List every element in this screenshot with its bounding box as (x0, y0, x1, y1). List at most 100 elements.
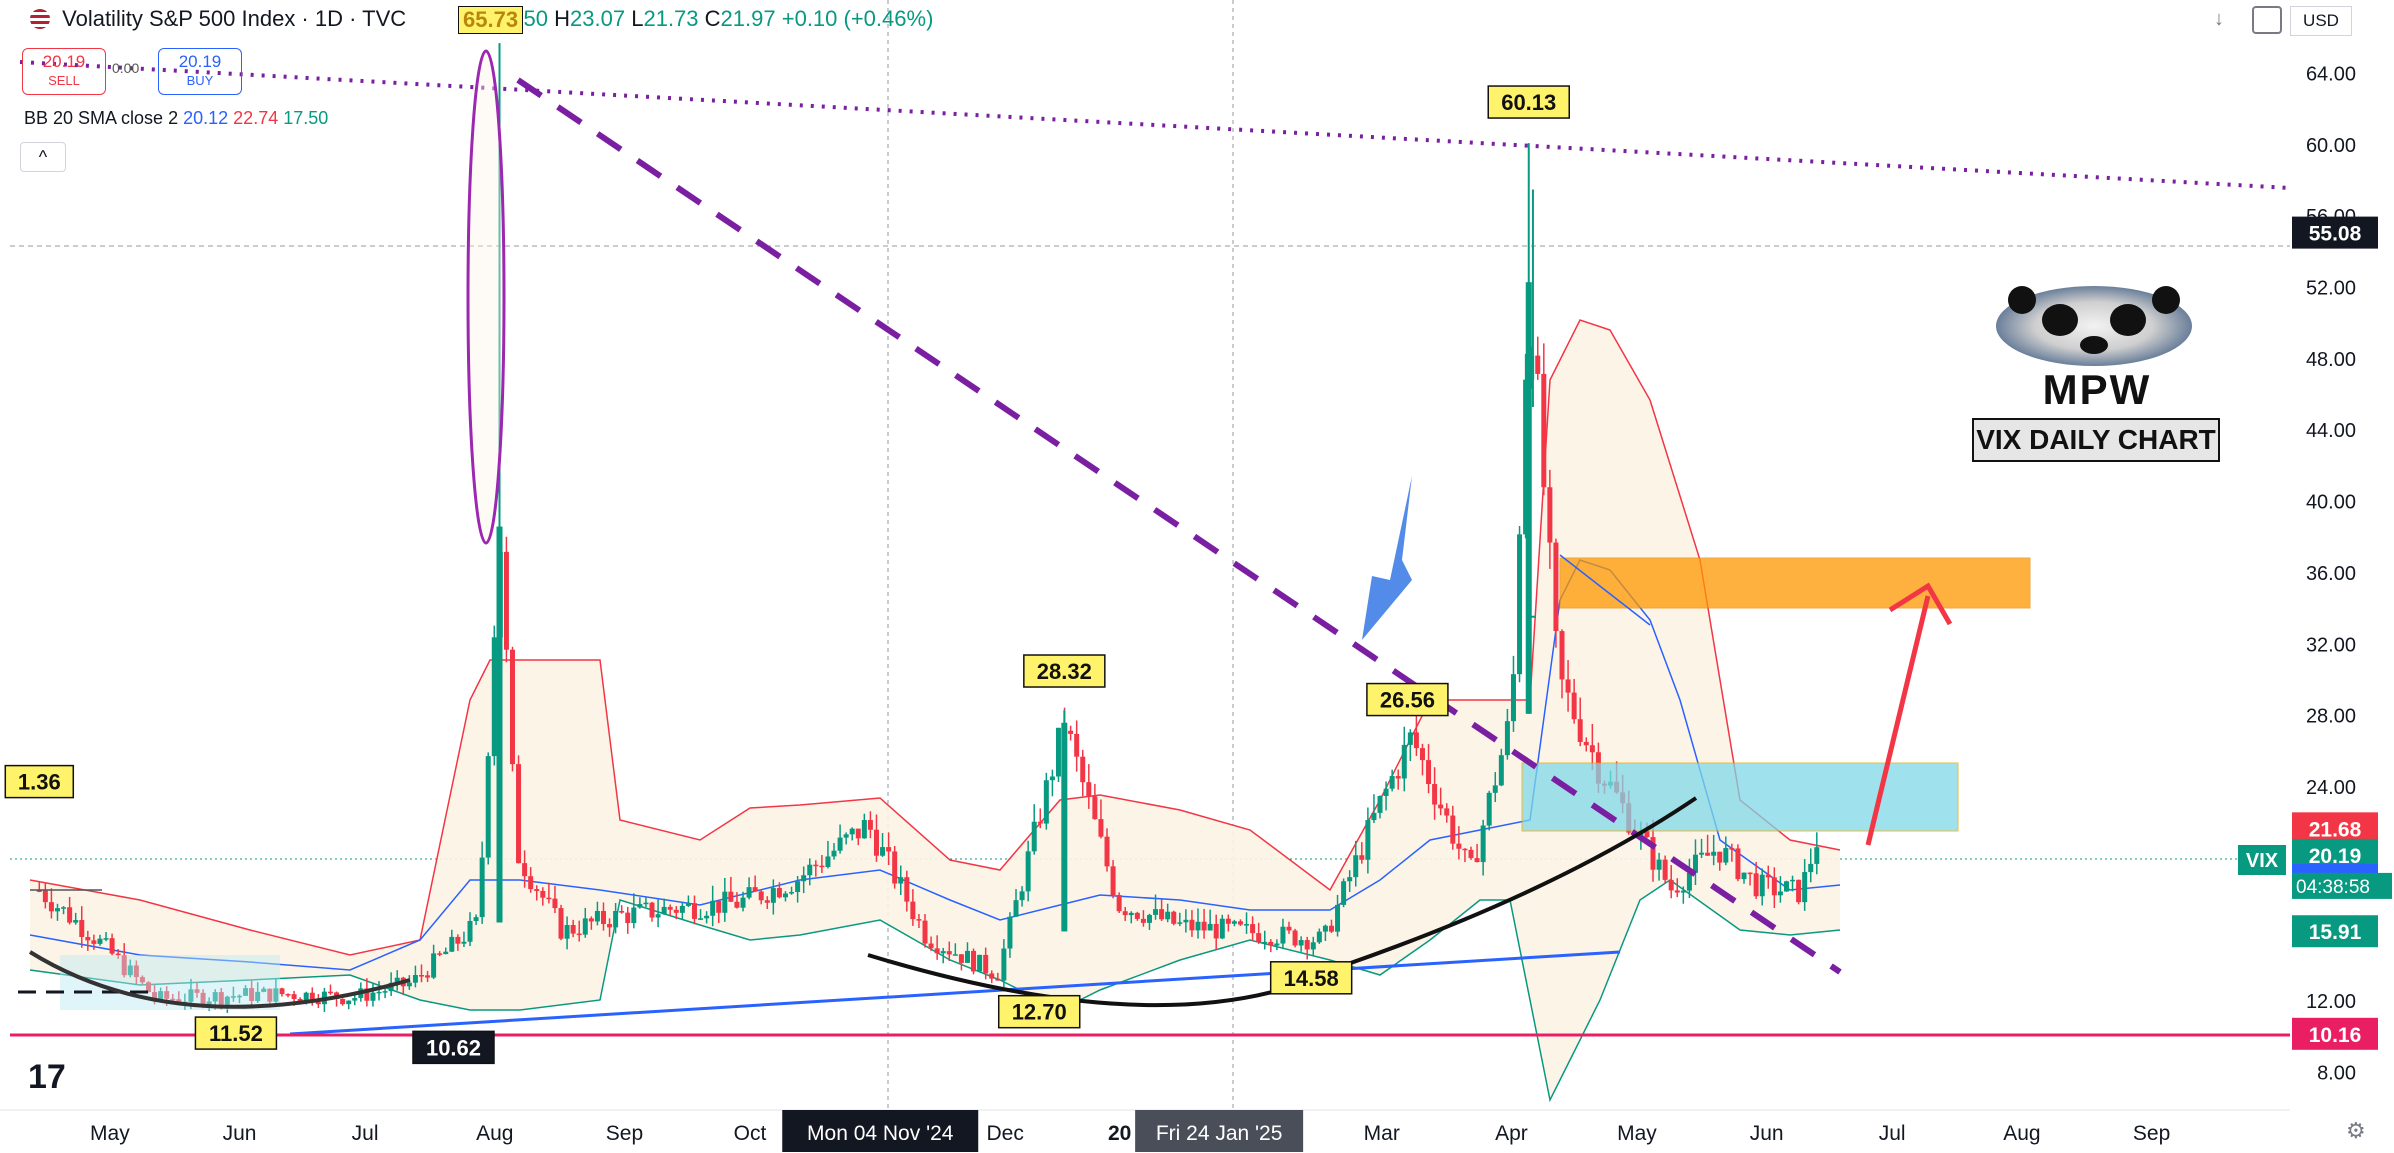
scroll-down-icon[interactable]: ↓ (2214, 8, 2224, 30)
candle-body (1371, 812, 1377, 821)
candle-body (637, 904, 643, 908)
candle-body (303, 992, 309, 1002)
candle-body (1237, 921, 1243, 925)
candle-body (904, 877, 910, 902)
buy-button[interactable]: 20.19 BUY (158, 48, 242, 95)
candle-body (722, 891, 728, 913)
x-tick-label: Aug (2003, 1122, 2040, 1145)
fullscreen-icon[interactable] (2252, 6, 2282, 34)
candle-body (503, 551, 509, 650)
candle-body (1134, 912, 1140, 919)
candle-body (1419, 748, 1425, 761)
spike-ellipse (466, 49, 506, 545)
candle-body (291, 994, 297, 1000)
candle-body (1492, 785, 1498, 793)
candle-body (1213, 923, 1219, 939)
candle-body (1377, 795, 1383, 813)
candle-body (570, 925, 576, 934)
crosshair-date-box (1135, 1110, 1304, 1152)
candle-body (1037, 821, 1043, 824)
currency-button[interactable]: USD (2290, 6, 2352, 36)
candle-body (1577, 719, 1583, 742)
symbol-title[interactable]: Volatility S&P 500 Index · 1D · TVC (62, 6, 407, 31)
candle-body (1335, 904, 1341, 932)
candle-body (1523, 379, 1529, 535)
candle-body (224, 996, 230, 1005)
candle-body (376, 991, 382, 994)
candle-body (1717, 851, 1723, 863)
candle-body (285, 994, 291, 996)
indicator-legend[interactable]: BB 20 SMA close 2 20.12 22.74 17.50 (24, 108, 328, 129)
candle-body (1286, 926, 1292, 931)
candle-body (1171, 911, 1177, 924)
candle-body (1007, 916, 1013, 949)
candle-body (837, 837, 843, 851)
candle-body (1705, 852, 1711, 856)
candle-body (813, 864, 819, 867)
annotation-box (1487, 85, 1570, 119)
y-tick-label: 32.00 (2306, 634, 2356, 656)
candle-body (1116, 895, 1122, 912)
candle-body (103, 938, 109, 940)
candle-body (631, 907, 637, 924)
candle-body (1504, 721, 1510, 756)
candle-body (1365, 820, 1371, 860)
candle-body (1395, 776, 1401, 779)
panda-image (1996, 286, 2192, 366)
candle-body (297, 999, 303, 1002)
candle-body (230, 996, 236, 998)
candle-body (1189, 919, 1195, 931)
x-tick-label: Jun (1750, 1122, 1784, 1145)
candle-body (485, 756, 491, 858)
candle-body (910, 901, 916, 920)
x-tick-label: Jul (352, 1122, 379, 1145)
candle-body (1474, 858, 1480, 863)
candle-body (795, 881, 801, 893)
annotation-box (412, 1030, 495, 1065)
buy-label: BUY (186, 73, 214, 88)
candle-body (509, 649, 515, 765)
candle-body (588, 918, 594, 922)
candle-body (1486, 792, 1492, 826)
candle-body (1565, 679, 1571, 693)
candle-body (1692, 854, 1698, 873)
y-tick-label: 8.00 (2317, 1062, 2356, 1084)
candle-body (983, 954, 989, 974)
candle-body (1735, 848, 1741, 880)
candle-body (67, 907, 73, 923)
candle-body (425, 975, 431, 978)
candle-body (152, 992, 158, 999)
candle-body (1146, 914, 1152, 923)
candle-body (1256, 933, 1262, 943)
candle-body (752, 887, 758, 892)
candle-body (704, 915, 710, 919)
annotation-box (4, 764, 75, 799)
candle-body (1747, 872, 1753, 875)
candle-body (1195, 921, 1201, 931)
candle-body (1292, 930, 1298, 946)
price-label-text: 20.19 (2309, 845, 2362, 868)
sell-button[interactable]: 20.19 SELL (22, 48, 106, 95)
annotation-text: 28.32 (1037, 659, 1092, 684)
candle-body (516, 764, 522, 864)
x-tick-label: Dec (987, 1122, 1024, 1145)
candle-body (600, 910, 606, 925)
candle-body (1031, 821, 1037, 852)
candle-body (1468, 849, 1474, 859)
candle-body (1686, 872, 1692, 891)
candle-body (728, 891, 734, 902)
settings-gear-icon[interactable]: ⚙ (2346, 1118, 2366, 1143)
panda-ear-left (2008, 286, 2036, 314)
candle-body (801, 875, 807, 882)
candle-body (1771, 877, 1777, 896)
candle-body (1019, 891, 1025, 901)
candle-body (1159, 909, 1165, 920)
candle-body (649, 902, 655, 918)
candle-body (558, 908, 564, 939)
support-zone-cyan (1521, 762, 1959, 832)
candle-body (1438, 804, 1444, 809)
resistance-zone-orange (1559, 557, 2031, 609)
candle-body (1268, 941, 1274, 946)
collapse-legend-button[interactable]: ^ (20, 142, 66, 172)
